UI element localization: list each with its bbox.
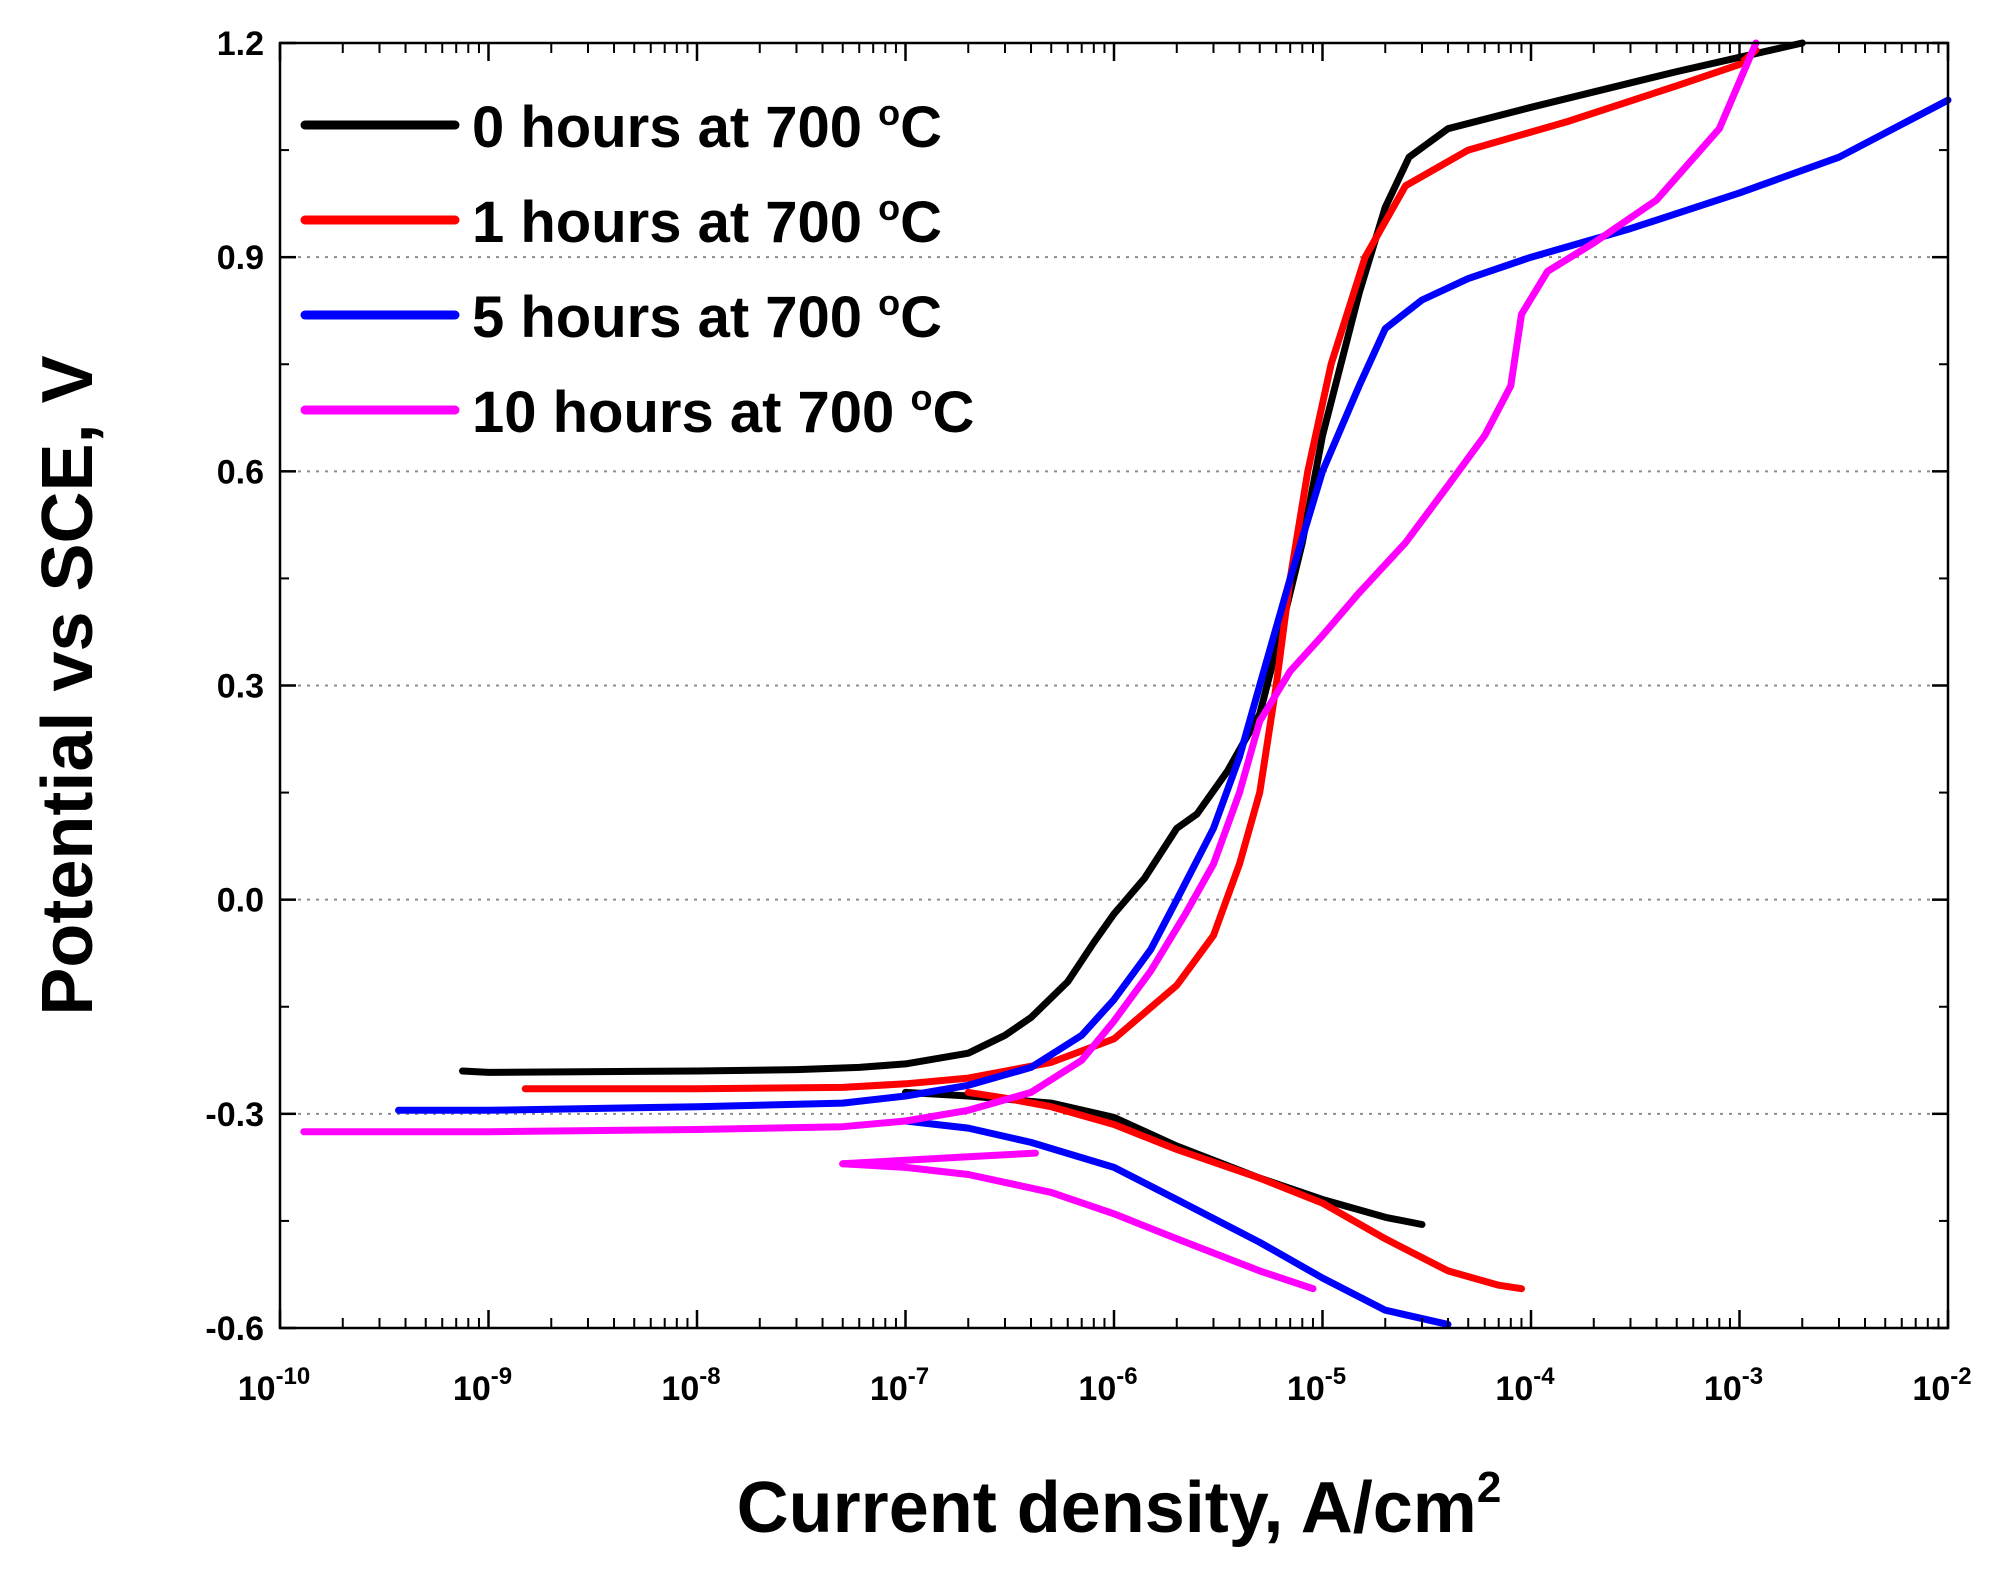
y-tick-label: 0.3 [217,668,264,706]
tick-layer: 1.2 0.9 0.6 0.3 0.0 -0.3 -0.6 10-10 10-9 10-8 10-7… [205,25,1971,1408]
y-tick-label: 0.0 [217,882,264,920]
series-2-cathodic-line [902,1117,1452,1328]
x-tick-label: 10-4 [1495,1363,1555,1408]
x-tick-label: 10-2 [1912,1363,1971,1408]
series-2-anodic-line [395,96,1952,1114]
series-3-anodic-line [300,39,1760,1136]
y-axis-title: Potential vs SCE, V [28,355,108,1015]
series-1-anodic-line [521,46,1760,1093]
legend-label-1: 1 hours at 700 oC [472,187,942,255]
legend-label-3: 10 hours at 700 oC [472,377,974,445]
y-tick-label: 1.2 [217,25,264,63]
x-tick-label: 10-3 [1704,1363,1763,1408]
x-tick-label: 10-8 [661,1363,720,1408]
x-axis-title-sup: 2 [1477,1463,1501,1512]
series-3-cathodic-line [839,1160,1317,1293]
y-tick-label: 0.9 [217,239,264,277]
series-3-cathodic_return-line [839,1149,1039,1168]
y-tick-label: 0.6 [217,453,264,491]
x-tick-label: 10-6 [1078,1363,1137,1408]
x-tick-label: 10-9 [453,1363,512,1408]
x-tick-label: 10-10 [238,1363,311,1408]
x-tick-label: 10-7 [870,1363,929,1408]
legend-label-0: 0 hours at 700 oC [472,92,942,160]
x-axis-title: Current density, A/cm2 [737,1463,1502,1548]
series-1-cathodic-line [964,1088,1525,1293]
series-layer [300,39,1952,1328]
y-tick-label: -0.3 [205,1096,264,1134]
y-tick-label: -0.6 [205,1310,264,1348]
series-0-anodic-line [459,39,1806,1076]
x-axis-title-text: Current density, A/cm [737,1468,1477,1548]
legend-label-2: 5 hours at 700 oC [472,282,942,350]
legend: 0 hours at 700 oC 1 hours at 700 oC 5 hour… [300,92,974,445]
x-tick-label: 10-5 [1287,1363,1346,1408]
